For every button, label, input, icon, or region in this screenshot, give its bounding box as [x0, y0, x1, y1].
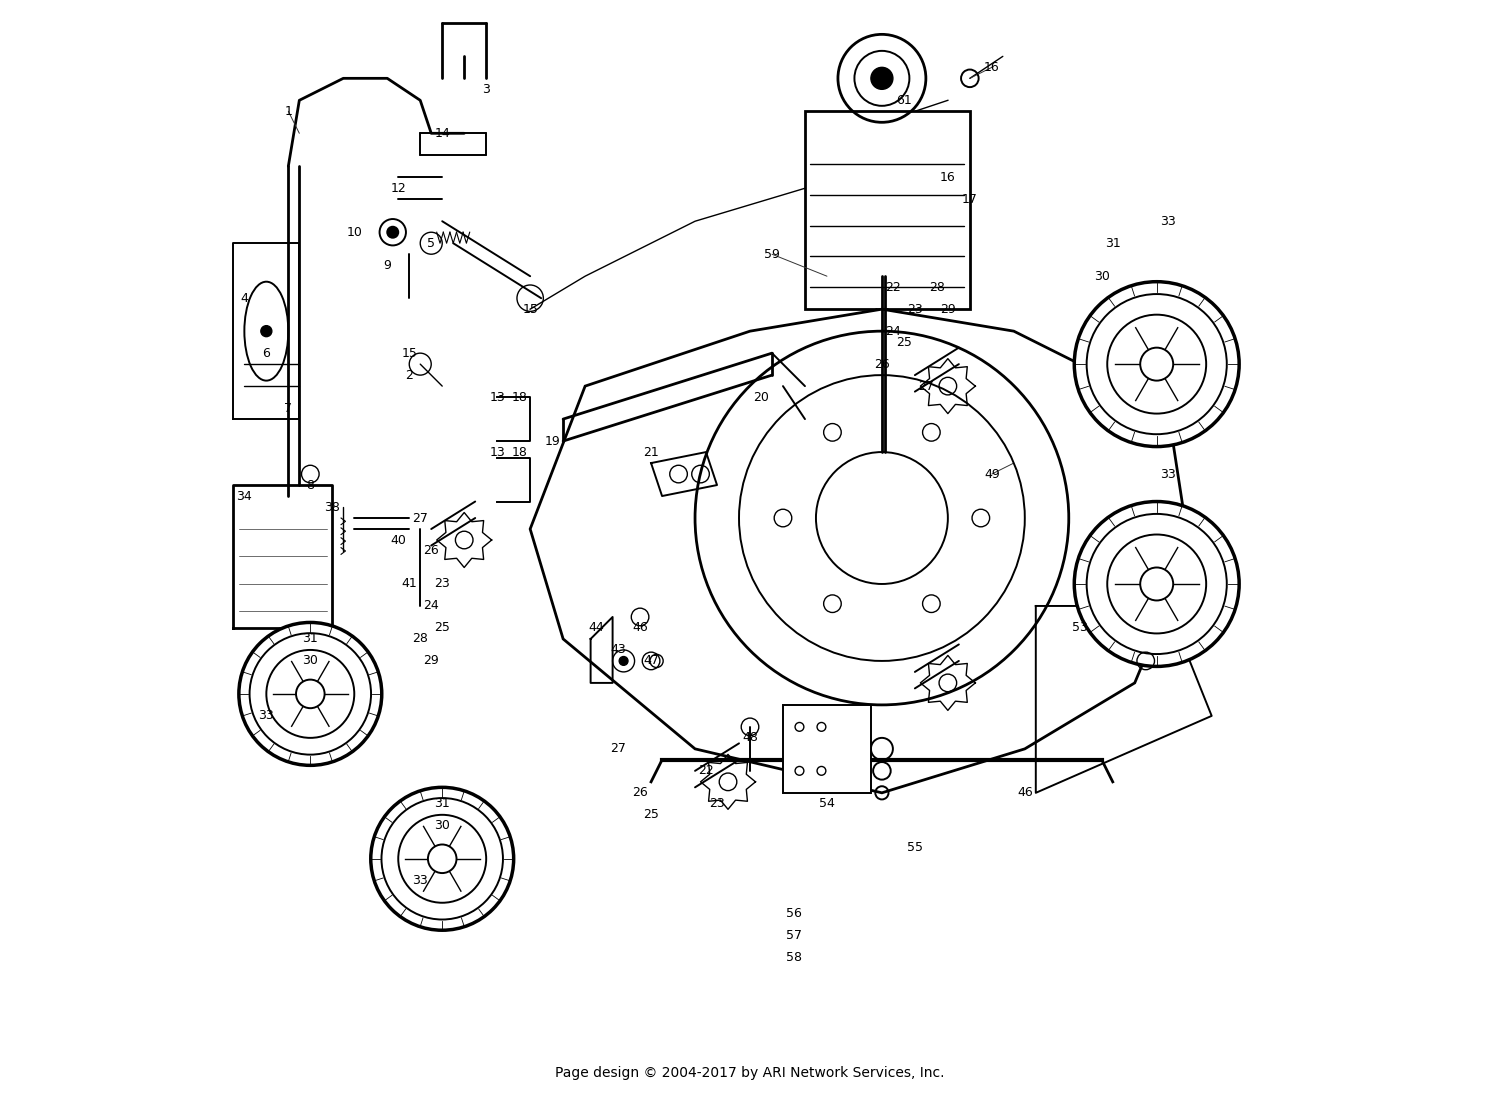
Text: 21: 21 [644, 445, 658, 458]
Text: 57: 57 [786, 929, 802, 942]
Text: 24: 24 [885, 325, 902, 337]
Circle shape [1107, 534, 1206, 634]
Circle shape [296, 680, 324, 709]
Text: 33: 33 [1160, 215, 1176, 228]
Circle shape [398, 814, 486, 903]
Circle shape [1140, 347, 1173, 380]
Ellipse shape [244, 282, 288, 380]
Text: 13: 13 [489, 445, 506, 458]
Text: 49: 49 [984, 467, 999, 480]
Text: ARI: ARI [591, 447, 909, 611]
Text: 33: 33 [413, 874, 428, 887]
Text: 53: 53 [1072, 622, 1088, 635]
Text: 15: 15 [402, 347, 417, 359]
Circle shape [1107, 315, 1206, 413]
Text: 22: 22 [885, 281, 902, 294]
Text: 27: 27 [413, 511, 428, 525]
Text: 55: 55 [908, 841, 922, 854]
Text: 18: 18 [512, 390, 526, 403]
Text: 31: 31 [435, 798, 450, 810]
Circle shape [267, 650, 354, 738]
Text: 29: 29 [940, 303, 956, 315]
Circle shape [1074, 501, 1239, 667]
Text: 44: 44 [588, 622, 604, 635]
Text: 46: 46 [1017, 787, 1032, 799]
Bar [783, 705, 871, 792]
Text: 13: 13 [489, 390, 506, 403]
Text: 40: 40 [390, 533, 406, 547]
Text: 14: 14 [435, 127, 450, 140]
Text: 16: 16 [984, 61, 999, 74]
Circle shape [1140, 568, 1173, 601]
Text: 56: 56 [786, 907, 802, 920]
Text: 33: 33 [1160, 467, 1176, 480]
Circle shape [249, 634, 370, 755]
Text: Page design © 2004-2017 by ARI Network Services, Inc.: Page design © 2004-2017 by ARI Network S… [555, 1066, 945, 1080]
Text: 26: 26 [632, 787, 648, 799]
Text: 1: 1 [285, 105, 292, 118]
Text: 27: 27 [918, 379, 934, 392]
Text: 9: 9 [384, 259, 392, 272]
Text: 20: 20 [753, 390, 770, 403]
Text: 18: 18 [512, 445, 526, 458]
Bar [806, 111, 970, 310]
Text: 16: 16 [940, 171, 956, 184]
Text: 8: 8 [306, 478, 315, 491]
Text: 26: 26 [874, 358, 890, 370]
Text: 3: 3 [482, 83, 490, 96]
Text: 48: 48 [742, 732, 758, 744]
Circle shape [381, 798, 502, 919]
Polygon shape [530, 310, 1190, 792]
Text: 5: 5 [427, 237, 435, 250]
Circle shape [370, 787, 513, 930]
Text: 46: 46 [632, 622, 648, 635]
Text: 19: 19 [544, 434, 560, 447]
Circle shape [387, 227, 398, 238]
Text: 29: 29 [423, 655, 439, 668]
Text: 4: 4 [240, 292, 249, 304]
Circle shape [871, 67, 892, 89]
Text: 28: 28 [413, 633, 428, 646]
Text: 30: 30 [435, 819, 450, 832]
Text: 25: 25 [435, 622, 450, 635]
Text: 43: 43 [610, 644, 626, 657]
Text: 31: 31 [303, 633, 318, 646]
Text: 23: 23 [710, 798, 724, 810]
Circle shape [1086, 294, 1227, 434]
Circle shape [1074, 282, 1239, 446]
Text: 24: 24 [423, 599, 439, 613]
Text: 7: 7 [285, 401, 292, 414]
Circle shape [261, 326, 272, 336]
Text: 23: 23 [435, 577, 450, 591]
Text: 59: 59 [764, 248, 780, 261]
Text: 26: 26 [423, 544, 439, 558]
Text: 10: 10 [346, 226, 362, 239]
Text: 30: 30 [303, 655, 318, 668]
Text: 61: 61 [896, 94, 912, 107]
Text: 27: 27 [610, 743, 626, 755]
Text: 25: 25 [644, 808, 658, 821]
Text: 17: 17 [962, 193, 978, 206]
Text: 33: 33 [258, 710, 274, 723]
Text: 15: 15 [522, 303, 538, 315]
Text: 31: 31 [1106, 237, 1120, 250]
Text: 47: 47 [644, 655, 658, 668]
Text: 25: 25 [896, 336, 912, 348]
Text: 34: 34 [237, 489, 252, 503]
Text: 54: 54 [819, 798, 836, 810]
Text: 6: 6 [262, 347, 270, 359]
Text: 2: 2 [405, 369, 412, 381]
Text: 28: 28 [928, 281, 945, 294]
Text: 38: 38 [324, 500, 340, 514]
Text: 12: 12 [390, 182, 406, 195]
Circle shape [1086, 514, 1227, 655]
Text: 41: 41 [402, 577, 417, 591]
Text: 30: 30 [1094, 270, 1110, 283]
Text: 23: 23 [908, 303, 922, 315]
Text: 58: 58 [786, 951, 802, 964]
Text: 22: 22 [698, 765, 714, 777]
Circle shape [427, 844, 456, 873]
Circle shape [620, 657, 628, 666]
Circle shape [238, 623, 382, 766]
